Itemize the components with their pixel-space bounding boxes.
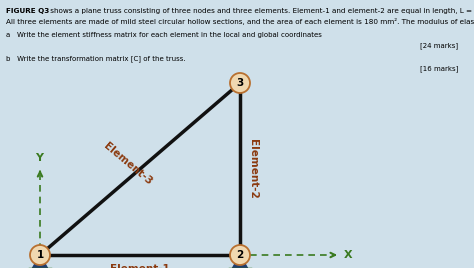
Text: Element-3: Element-3	[102, 141, 154, 187]
Text: X: X	[344, 250, 353, 260]
Text: Element-2: Element-2	[248, 139, 258, 199]
Text: [24 marks]: [24 marks]	[420, 42, 458, 49]
Polygon shape	[32, 255, 48, 268]
Circle shape	[30, 245, 50, 265]
Circle shape	[230, 73, 250, 93]
Text: 2: 2	[237, 250, 244, 260]
Text: Element-1: Element-1	[110, 264, 170, 268]
Text: Y: Y	[35, 153, 43, 163]
Text: 1: 1	[36, 250, 44, 260]
Text: b   Write the transformation matrix [C] of the truss.: b Write the transformation matrix [C] of…	[6, 55, 186, 62]
Polygon shape	[232, 255, 248, 268]
Text: All three elements are made of mild steel circular hollow sections, and the area: All three elements are made of mild stee…	[6, 18, 474, 25]
Text: shows a plane truss consisting of three nodes and three elements. Element-1 and : shows a plane truss consisting of three …	[48, 8, 474, 14]
Text: 3: 3	[237, 78, 244, 88]
Text: a   Write the element stiffness matrix for each element in the local and global : a Write the element stiffness matrix for…	[6, 32, 322, 38]
Text: FIGURE Q3: FIGURE Q3	[6, 8, 49, 14]
Circle shape	[230, 245, 250, 265]
Text: [16 marks]: [16 marks]	[420, 65, 458, 72]
